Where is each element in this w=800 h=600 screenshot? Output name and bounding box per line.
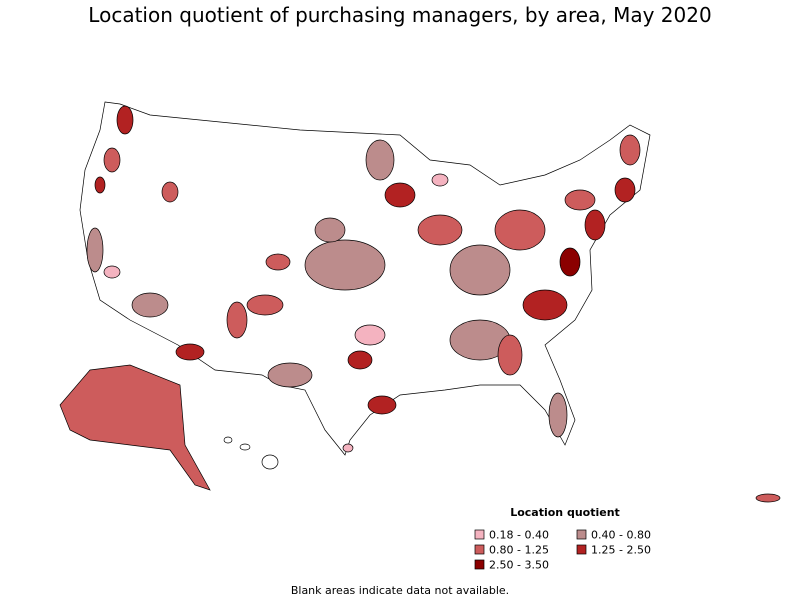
area: [103, 147, 121, 173]
alaska: [59, 364, 211, 491]
area: [304, 239, 386, 291]
area: [564, 189, 596, 211]
area: [417, 214, 463, 246]
area: [86, 227, 104, 273]
puerto-rico: [755, 493, 781, 503]
hawaii: [223, 436, 233, 444]
legend-label: 0.80 - 1.25: [489, 544, 549, 557]
hawaii: [239, 443, 251, 451]
area: [314, 217, 346, 243]
legend-swatch: [474, 544, 485, 555]
area: [619, 134, 641, 166]
area: [103, 265, 121, 279]
area: [522, 289, 568, 321]
legend-label: 1.25 - 2.50: [591, 544, 651, 557]
area: [365, 139, 395, 181]
legend-swatch: [474, 529, 485, 540]
hawaii: [261, 454, 279, 470]
area: [559, 247, 581, 277]
legend-swatch: [576, 544, 587, 555]
legend-label: 0.18 - 0.40: [489, 529, 549, 542]
area: [116, 105, 134, 135]
legend-swatch: [576, 529, 587, 540]
area: [265, 253, 291, 271]
area: [584, 209, 606, 241]
legend-label: 0.40 - 0.80: [591, 529, 651, 542]
area: [384, 182, 416, 208]
area: [342, 443, 354, 453]
area: [175, 343, 205, 361]
legend-swatch: [474, 559, 485, 570]
area: [367, 395, 397, 415]
note: Blank areas indicate data not available.: [291, 584, 509, 597]
legend-label: 2.50 - 3.50: [489, 559, 549, 572]
area: [347, 350, 373, 370]
area: [614, 177, 636, 203]
area: [494, 209, 546, 251]
map: [59, 101, 781, 503]
area: [131, 292, 169, 318]
legend-title: Location quotient: [510, 506, 620, 519]
map-title: Location quotient of purchasing managers…: [88, 3, 711, 27]
area: [246, 294, 284, 316]
legend: Location quotient 0.18 - 0.40 0.40 - 0.80…: [474, 506, 651, 572]
area: [267, 362, 313, 388]
area: [94, 176, 106, 194]
area: [226, 301, 248, 339]
area: [161, 181, 179, 203]
area: [548, 392, 568, 438]
area: [354, 324, 386, 346]
area: [449, 244, 511, 296]
area: [431, 173, 449, 187]
area: [497, 334, 523, 376]
